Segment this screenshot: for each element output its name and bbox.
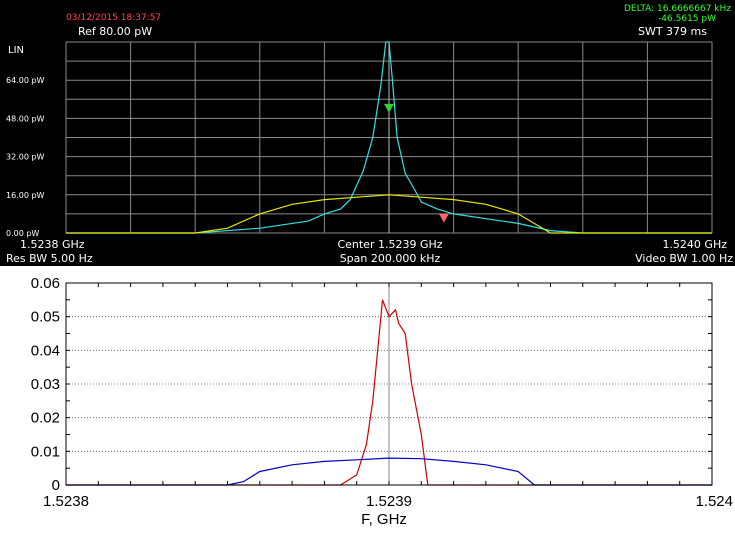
plot-x-tick-labels: 1.5238 1.5239 1.524 <box>43 493 733 510</box>
plot-y-tick-label: 0.01 <box>31 443 60 460</box>
plot-x-tick-label: 1.5239 <box>366 493 412 510</box>
spectrum-analyzer-panel: 03/12/2015 18:37:57 Ref 80.00 pW LIN DEL… <box>0 0 735 266</box>
x-axis-label: F, GHz <box>361 511 407 528</box>
analyzer-y-tick-label: 0.00 pW <box>6 229 39 238</box>
plot-y-tick-label: 0.03 <box>31 376 60 393</box>
analyzer-marker-1 <box>438 213 449 223</box>
simulation-plot-panel: 00.010.020.030.040.050.06 1.5238 1.5239 1.… <box>31 275 733 528</box>
frequency-span: Span 200.000 kHz <box>340 252 441 265</box>
delta-frequency: DELTA: 16.6666667 kHz <box>624 4 731 14</box>
analyzer-background <box>0 0 735 266</box>
analyzer-y-tick-label: 16.00 pW <box>6 191 45 200</box>
analyzer-traces <box>66 41 712 234</box>
resolution-bandwidth: Res BW 5.00 Hz <box>6 252 93 265</box>
analyzer-y-tick-labels: 0.00 pW 16.00 pW 32.00 pW 48.00 pW 64.00 pW <box>6 76 45 238</box>
video-bandwidth: Video BW 1.00 Hz <box>635 252 733 265</box>
analyzer-markers <box>384 103 449 223</box>
plot-trace-1 <box>66 457 712 486</box>
delta-amplitude: -46.5615 pW <box>658 14 716 24</box>
analyzer-trace-1 <box>66 194 712 234</box>
plot-y-tick-label: 0 <box>52 477 60 494</box>
plot-y-tick-label: 0.05 <box>31 309 60 326</box>
plot-ticks <box>65 282 713 486</box>
analyzer-y-tick-label: 32.00 pW <box>6 153 45 162</box>
ref-level: Ref 80.00 pW <box>78 25 152 38</box>
plot-y-tick-label: 0.06 <box>31 275 60 292</box>
center-frequency: Center 1.5239 GHz <box>337 238 442 251</box>
analyzer-y-tick-label: 64.00 pW <box>6 76 45 85</box>
plot-trace-0 <box>66 299 712 486</box>
timestamp: 03/12/2015 18:37:57 <box>66 13 161 23</box>
plot-y-tick-label: 0.04 <box>31 342 60 359</box>
sweep-time: SWT 379 ms <box>638 25 707 38</box>
plot-y-tick-labels: 0 0.01 0.02 0.03 0.04 0.05 0.06 <box>31 275 60 494</box>
plot-grid <box>66 283 712 485</box>
scale-mode: LIN <box>8 45 24 56</box>
stop-frequency: 1.5240 GHz <box>662 238 727 251</box>
plot-x-tick-label: 1.5238 <box>43 493 89 510</box>
analyzer-trace-0 <box>66 41 712 234</box>
start-frequency: 1.5238 GHz <box>20 238 85 251</box>
plot-traces <box>66 299 712 486</box>
analyzer-marker-0 <box>384 103 394 113</box>
plot-y-tick-label: 0.02 <box>31 410 60 427</box>
plot-x-tick-label: 1.524 <box>695 493 733 510</box>
analyzer-y-tick-label: 48.00 pW <box>6 114 45 123</box>
